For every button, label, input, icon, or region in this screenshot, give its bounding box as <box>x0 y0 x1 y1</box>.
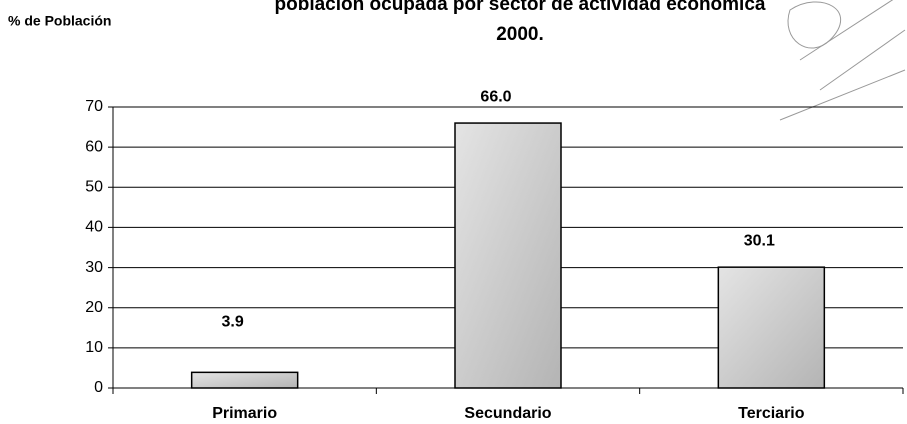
bar <box>717 266 826 389</box>
x-tick-label: Terciario <box>738 405 805 422</box>
y-tick-label: 40 <box>85 219 103 236</box>
y-tick-label: 60 <box>85 138 103 155</box>
value-label: 3.9 <box>222 314 244 331</box>
y-tick-label: 30 <box>85 259 103 276</box>
bar <box>454 122 562 389</box>
decoration <box>779 0 906 121</box>
x-tick-label: Secundario <box>464 405 551 422</box>
chart-title: población ocupada por sector de activida… <box>274 0 766 45</box>
value-label: 30.1 <box>744 232 775 249</box>
bar <box>190 371 299 389</box>
y-tick-label: 20 <box>85 299 103 316</box>
value-label: 66.0 <box>480 88 511 105</box>
y-tick-label: 70 <box>85 98 103 115</box>
x-tick-label: Primario <box>212 405 277 422</box>
y-axis-label: % de Población <box>8 13 111 29</box>
y-tick-label: 10 <box>85 339 103 356</box>
y-tick-label: 0 <box>94 379 103 396</box>
y-tick-label: 50 <box>85 179 103 196</box>
